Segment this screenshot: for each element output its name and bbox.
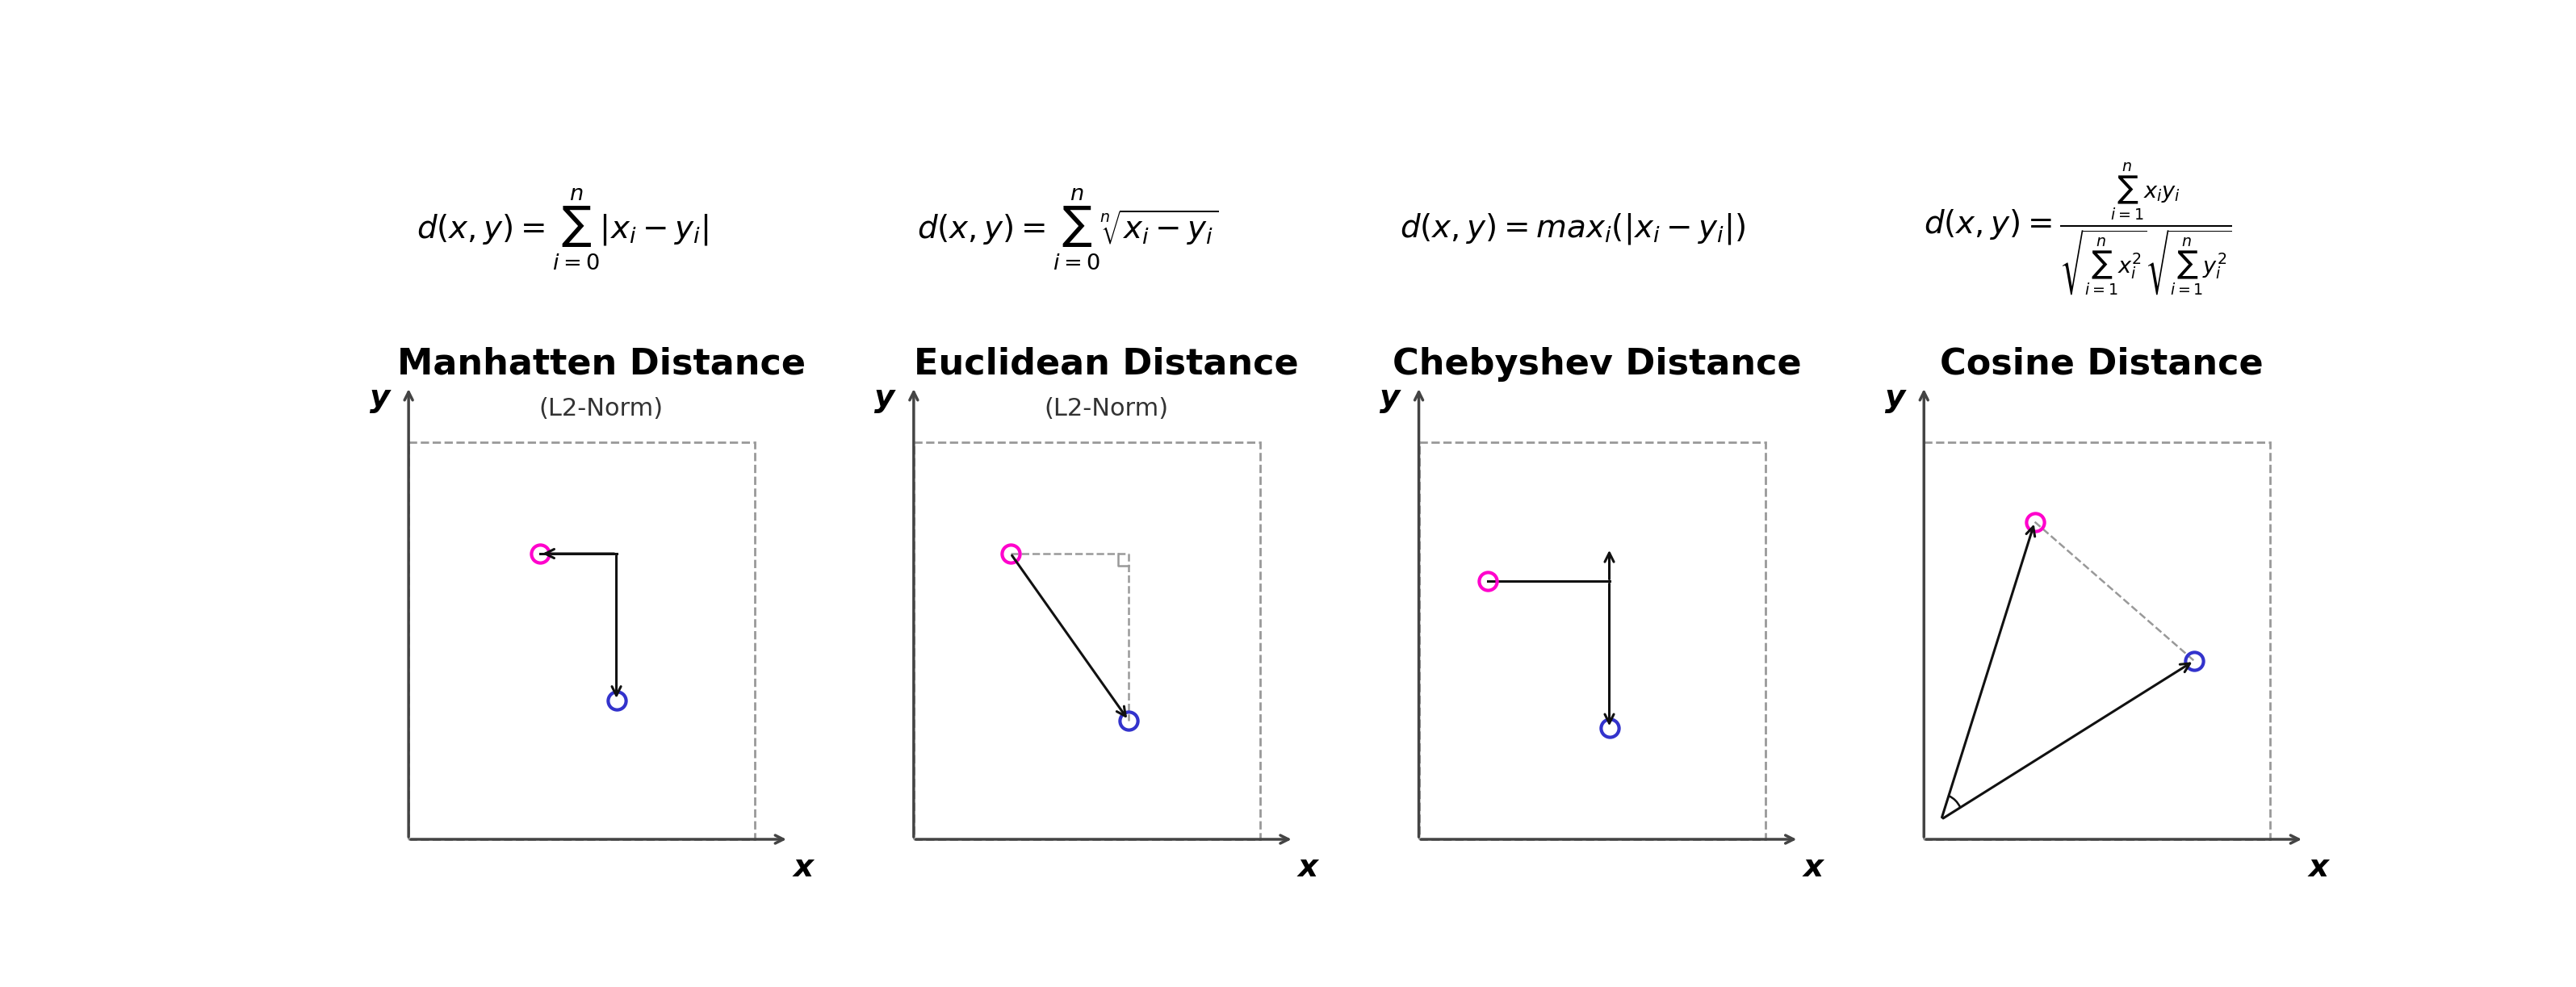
Text: $d(x,y) = \frac{\sum_{i=1}^{n} x_i y_i}{\sqrt{\sum_{i=1}^{n} x_i^2}\sqrt{\sum_{i: $d(x,y) = \frac{\sum_{i=1}^{n} x_i y_i}{… (1924, 161, 2231, 297)
Text: y: y (1381, 383, 1401, 414)
Text: (L2-Norm): (L2-Norm) (538, 398, 662, 420)
Text: Cosine Distance: Cosine Distance (1940, 347, 2264, 382)
Text: x: x (2308, 852, 2329, 882)
Text: Chebyshev Distance: Chebyshev Distance (1391, 347, 1801, 382)
Text: y: y (368, 383, 389, 414)
Text: x: x (1803, 852, 1824, 882)
Text: y: y (876, 383, 894, 414)
Text: $d(x,y) = max_i(|x_i - y_i|)$: $d(x,y) = max_i(|x_i - y_i|)$ (1399, 212, 1747, 247)
Text: x: x (793, 852, 814, 882)
Text: $d(x,y) = \sum_{i=0}^{n} |x_i - y_i|$: $d(x,y) = \sum_{i=0}^{n} |x_i - y_i|$ (417, 187, 708, 271)
Text: y: y (1886, 383, 1906, 414)
Text: Manhatten Distance: Manhatten Distance (397, 347, 806, 382)
Text: (L2-Norm): (L2-Norm) (1043, 398, 1170, 420)
Text: $d(x,y) = \sum_{i=0}^{n} \sqrt[n]{x_i - y_i}$: $d(x,y) = \sum_{i=0}^{n} \sqrt[n]{x_i - … (917, 187, 1218, 271)
Text: x: x (1298, 852, 1319, 882)
Text: Euclidean Distance: Euclidean Distance (914, 347, 1298, 382)
